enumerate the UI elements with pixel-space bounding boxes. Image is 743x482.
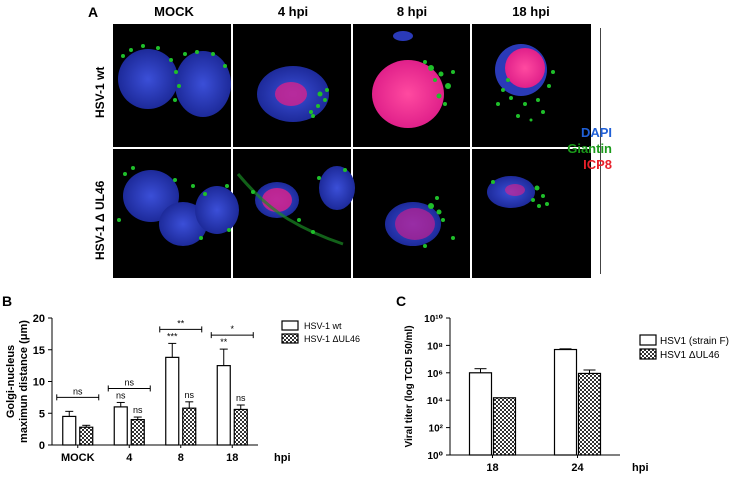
- x-tick-label: 24: [571, 462, 584, 474]
- y-tick-label: 10¹⁰: [424, 314, 443, 325]
- chart-viral-titer: 10⁰ 10² 10⁴ 10⁶ 10⁸ 10¹⁰ Viral titer (log TCDI…: [404, 314, 729, 474]
- y-axis-label: Golgi-nucleus: [5, 345, 17, 418]
- legend-label: HSV1 ΔUL46: [660, 350, 720, 361]
- image-ul46-8hpi: [385, 196, 455, 248]
- image-wt-8hpi: [372, 31, 455, 128]
- significance-label: ns: [184, 390, 194, 400]
- y-tick-label: 10²: [429, 424, 444, 435]
- bar: [182, 407, 197, 446]
- significance-label: ns: [133, 405, 143, 415]
- image-ul46-mock: [117, 166, 239, 246]
- bar: [577, 372, 602, 456]
- panel-c-letter: C: [396, 293, 407, 309]
- bar: [492, 397, 517, 456]
- row-header-ul46: HSV-1 Δ UL46: [93, 180, 107, 260]
- x-tick-label: 18: [226, 452, 238, 464]
- y-tick-label: 15: [33, 345, 45, 357]
- bar: [468, 372, 493, 456]
- row-header-wt: HSV-1 wt: [93, 66, 107, 118]
- panel-a-letter: A: [88, 4, 99, 20]
- y-tick-label: 20: [33, 313, 45, 325]
- y-tick-label: 0: [39, 440, 45, 452]
- legend-label: HSV-1 ΔUL46: [304, 334, 360, 344]
- stain-legend-icp8: ICP8: [583, 157, 612, 172]
- significance-label: ns: [116, 390, 126, 400]
- legend-swatch: [639, 348, 657, 360]
- y-tick-label: 10⁶: [427, 369, 443, 380]
- x-tick-label: 4: [126, 452, 133, 464]
- microscopy-grid: [113, 24, 591, 278]
- y-tick-label: 10⁸: [427, 341, 443, 352]
- column-header-mock: MOCK: [154, 4, 194, 19]
- bracket-label: **: [177, 318, 185, 328]
- legend-swatch: [281, 333, 299, 344]
- bar: [113, 406, 128, 446]
- y-axis-label: Viral titer (log TCDI 50/ml): [404, 325, 415, 447]
- significance-label: ***: [167, 331, 178, 341]
- column-header-18hpi: 18 hpi: [512, 4, 550, 19]
- bracket-label: ns: [73, 386, 83, 396]
- panel-b-letter: B: [2, 293, 13, 309]
- bar: [62, 415, 77, 446]
- legend-label: HSV-1 wt: [304, 321, 342, 331]
- image-wt-mock: [118, 44, 231, 117]
- stain-legend-giantin: Giantin: [567, 141, 612, 156]
- x-tick-label: 8: [178, 452, 184, 464]
- bracket-label: *: [230, 324, 234, 334]
- x-tick-label: MOCK: [61, 452, 95, 464]
- chart-golgi-distance: 0 5 10 15 20 Golgi-nucleus maximun distance (μ…: [5, 313, 360, 464]
- bracket-label: ns: [124, 377, 134, 387]
- legend-label: HSV1 (strain F): [660, 336, 729, 347]
- legend-swatch: [639, 334, 657, 346]
- stain-divider: [600, 28, 601, 274]
- image-ul46-18hpi: [487, 176, 549, 208]
- significance-label: **: [220, 337, 228, 347]
- y-axis-label: maximun distance (μm): [18, 320, 30, 443]
- x-axis-label: hpi: [274, 452, 291, 464]
- bar: [165, 356, 180, 446]
- x-axis-label: hpi: [632, 462, 649, 474]
- column-header-4hpi: 4 hpi: [277, 4, 309, 19]
- image-ul46-4hpi: [236, 166, 355, 246]
- bar: [216, 365, 231, 446]
- y-tick-label: 10: [33, 377, 45, 389]
- bar: [233, 408, 248, 446]
- bar: [79, 426, 94, 446]
- bar: [553, 348, 578, 456]
- x-tick-label: 18: [486, 462, 498, 474]
- significance-label: ns: [236, 393, 246, 403]
- image-wt-18hpi: [495, 44, 555, 122]
- stain-legend-dapi: DAPI: [580, 125, 612, 140]
- legend-swatch: [281, 320, 299, 331]
- image-wt-4hpi: [257, 66, 329, 122]
- y-tick-label: 5: [39, 408, 45, 420]
- column-header-8hpi: 8 hpi: [396, 4, 428, 19]
- bar: [130, 418, 145, 446]
- y-tick-label: 10⁰: [427, 451, 443, 462]
- y-tick-label: 10⁴: [427, 396, 443, 407]
